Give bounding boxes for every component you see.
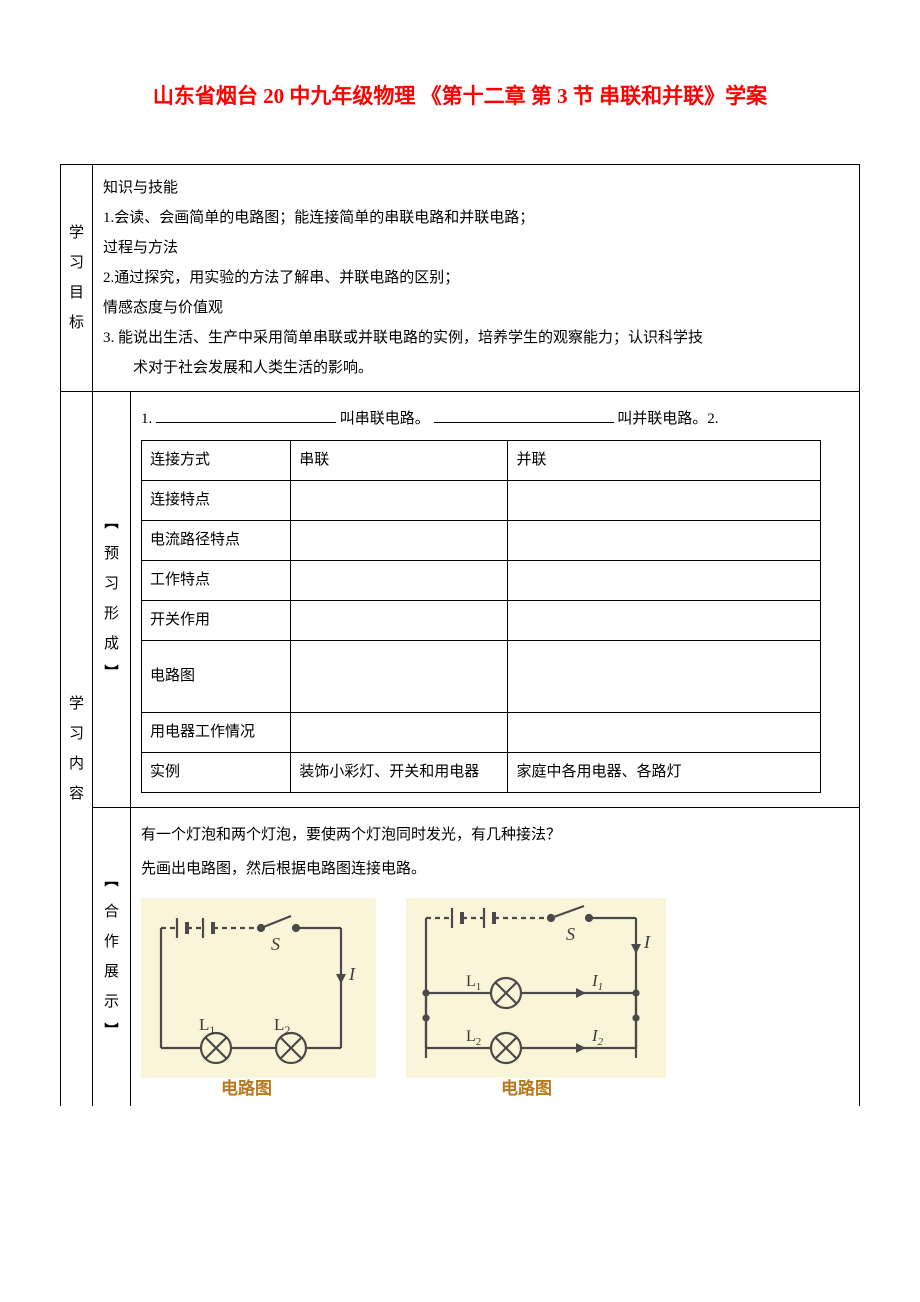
bracket-top-icon: ︻	[105, 875, 119, 889]
cell	[508, 520, 820, 560]
blank-1	[156, 408, 336, 423]
diagram-row: S I L1 L2 电路图	[141, 898, 849, 1098]
series-circuit-icon: S I L1 L2 电路图	[141, 898, 376, 1098]
cell	[508, 600, 820, 640]
parallel-circuit-icon: S I L1 I1 L2 I2 电路图	[406, 898, 666, 1098]
cell: 实例	[142, 752, 291, 792]
table-row: 连接特点	[142, 480, 821, 520]
cell	[291, 560, 508, 600]
coop-bracket: ︻ 合 作 展 示 ︼	[93, 807, 131, 1106]
cell: 连接特点	[142, 480, 291, 520]
cell: 并联	[508, 440, 820, 480]
table-row: 电路图	[142, 640, 821, 712]
proc-item: 2.通过探究，用实验的方法了解串、并联电路的区别；	[103, 263, 849, 293]
bracket-bot-icon: ︼	[105, 667, 119, 681]
preview-label: 预 习 形 成	[104, 531, 119, 667]
cell	[508, 480, 820, 520]
coop-q2: 先画出电路图，然后根据电路图连接电路。	[141, 854, 849, 884]
coop-content: 有一个灯泡和两个灯泡，要使两个灯泡同时发光，有几种接法？ 先画出电路图，然后根据…	[131, 807, 860, 1106]
table-row: 工作特点	[142, 560, 821, 600]
emo-title: 情感态度与价值观	[103, 293, 849, 323]
current-label: I	[643, 932, 651, 952]
bracket-top-icon: ︻	[105, 517, 119, 531]
diagram-caption: 电路图	[501, 1078, 552, 1098]
cell: 电流路径特点	[142, 520, 291, 560]
cell	[291, 600, 508, 640]
fill-blank-line: 1. 叫串联电路。 叫并联电路。2.	[141, 404, 849, 434]
cell	[508, 640, 820, 712]
table-row: 开关作用	[142, 600, 821, 640]
cell	[508, 712, 820, 752]
cell: 连接方式	[142, 440, 291, 480]
cell	[291, 480, 508, 520]
switch-label: S	[566, 924, 575, 944]
page-title: 山东省烟台 20 中九年级物理 《第十二章 第 3 节 串联和并联》学案	[60, 80, 860, 114]
table-row: 用电器工作情况	[142, 712, 821, 752]
cell: 装饰小彩灯、开关和用电器	[291, 752, 508, 792]
blank-2	[434, 408, 614, 423]
cell: 串联	[291, 440, 508, 480]
cell: 家庭中各用电器、各路灯	[508, 752, 820, 792]
lesson-table: 学 习 目 标 知识与技能 1.会读、会画简单的电路图；能连接简单的串联电路和并…	[60, 164, 860, 1106]
intro-suffix: 叫并联电路。2.	[617, 411, 718, 427]
objectives-cell: 知识与技能 1.会读、会画简单的电路图；能连接简单的串联电路和并联电路； 过程与…	[93, 164, 860, 391]
cell: 开关作用	[142, 600, 291, 640]
cell	[291, 520, 508, 560]
proc-title: 过程与方法	[103, 233, 849, 263]
comparison-table: 连接方式 串联 并联 连接特点 电流路径特点 工作特点	[141, 440, 821, 793]
intro-mid: 叫串联电路。	[340, 411, 430, 427]
cell: 电路图	[142, 640, 291, 712]
bracket-bot-icon: ︼	[105, 1025, 119, 1039]
content-label: 学 习 内 容	[61, 391, 93, 1106]
preview-bracket: ︻ 预 习 形 成 ︼	[93, 391, 131, 807]
cell: 用电器工作情况	[142, 712, 291, 752]
emo-item-a: 3. 能说出生活、生产中采用简单串联或并联电路的实例，培养学生的观察能力；认识科…	[103, 323, 849, 353]
objectives-label: 学 习 目 标	[61, 164, 93, 391]
switch-label: S	[271, 934, 280, 954]
cell	[291, 640, 508, 712]
intro-prefix: 1.	[141, 411, 156, 427]
coop-label: 合 作 展 示	[104, 889, 119, 1025]
cell: 工作特点	[142, 560, 291, 600]
preview-content: 1. 叫串联电路。 叫并联电路。2. 连接方式 串联 并联 连接特点	[131, 391, 860, 807]
cell	[291, 712, 508, 752]
table-row: 实例 装饰小彩灯、开关和用电器 家庭中各用电器、各路灯	[142, 752, 821, 792]
kns-title: 知识与技能	[103, 173, 849, 203]
kns-item: 1.会读、会画简单的电路图；能连接简单的串联电路和并联电路；	[103, 203, 849, 233]
coop-q1: 有一个灯泡和两个灯泡，要使两个灯泡同时发光，有几种接法？	[141, 820, 849, 850]
diagram-caption: 电路图	[221, 1078, 272, 1098]
table-row: 电流路径特点	[142, 520, 821, 560]
current-label: I	[348, 964, 356, 984]
emo-item-b: 术对于社会发展和人类生活的影响。	[103, 353, 849, 383]
table-row: 连接方式 串联 并联	[142, 440, 821, 480]
cell	[508, 560, 820, 600]
